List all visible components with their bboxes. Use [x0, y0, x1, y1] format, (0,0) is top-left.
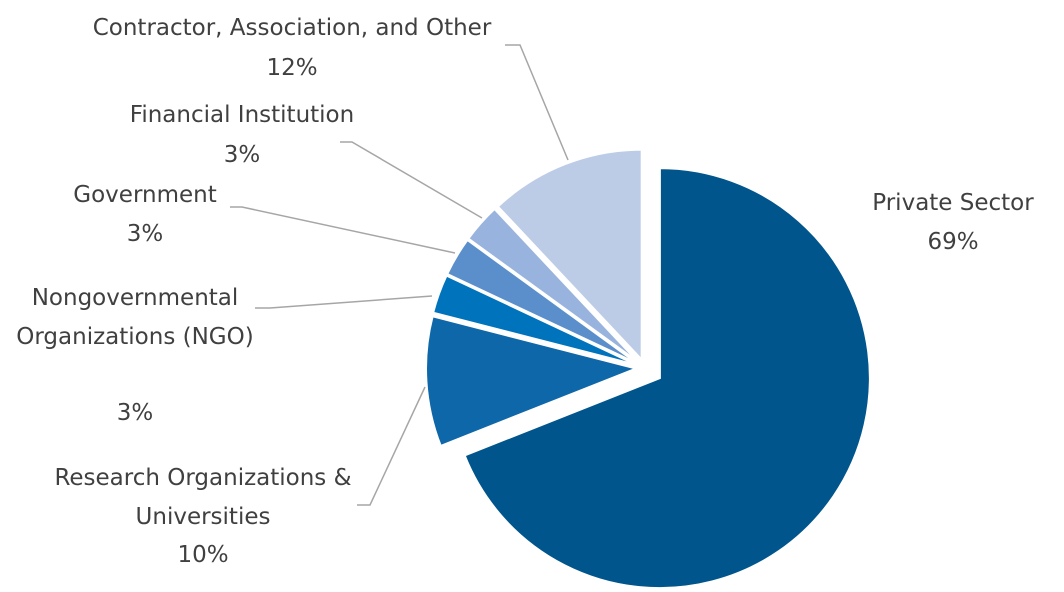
- category-label: Nongovernmental Organizations (NGO): [16, 285, 254, 350]
- pie-slice: [425, 315, 640, 448]
- category-label: Private Sector: [872, 190, 1034, 216]
- category-label: Research Organizations & Universities: [54, 465, 352, 530]
- leader-line: [340, 141, 483, 219]
- pie-slice: [463, 167, 871, 590]
- pie-slice: [445, 238, 638, 365]
- value-label: 3%: [116, 400, 154, 426]
- value-label: 69%: [927, 229, 979, 255]
- leader-line: [357, 386, 426, 506]
- leader-line: [505, 44, 569, 161]
- value-label: 10%: [177, 542, 229, 568]
- category-label: Contractor, Association, and Other: [92, 15, 492, 41]
- value-label: 12%: [266, 55, 318, 81]
- leader-line: [230, 206, 456, 254]
- leader-line: [255, 295, 433, 309]
- category-label: Government: [73, 182, 217, 208]
- pie-slice: [496, 148, 643, 363]
- pie-slice: [431, 274, 637, 366]
- category-label: Financial Institution: [129, 102, 355, 128]
- value-label: 3%: [223, 142, 261, 168]
- pie-slice: [466, 207, 639, 363]
- value-label: 3%: [126, 221, 164, 247]
